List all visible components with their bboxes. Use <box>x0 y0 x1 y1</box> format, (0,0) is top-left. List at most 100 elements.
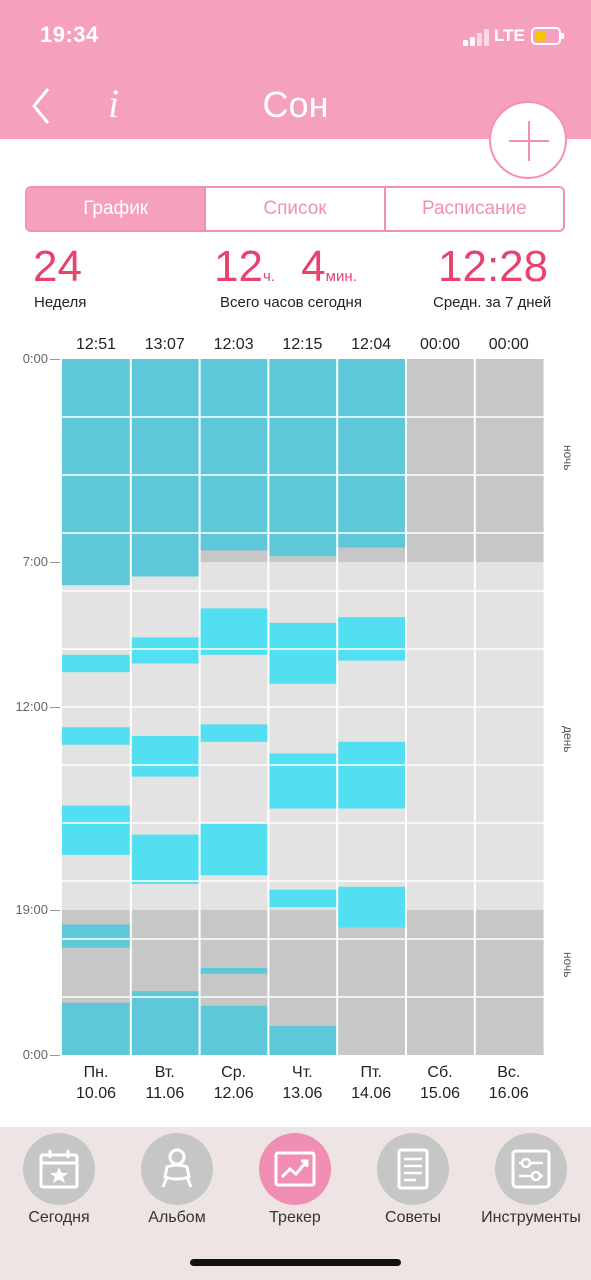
baby-icon <box>161 1148 193 1188</box>
back-icon[interactable] <box>30 86 58 126</box>
today-hours-unit: ч. <box>262 268 275 285</box>
y-tick-label: 12:00 <box>15 699 48 714</box>
view-tabs: График Список Расписание <box>25 186 565 232</box>
nav-today[interactable]: Сегодня <box>0 1133 118 1227</box>
sleep-bar <box>62 1002 131 1055</box>
signal-icon <box>463 28 491 46</box>
sleep-bar <box>268 622 338 684</box>
tab-schedule[interactable]: Расписание <box>383 188 563 230</box>
nav-tools-circle <box>495 1133 567 1205</box>
sleep-bar <box>268 889 338 908</box>
weekday-label: Пн. <box>83 1064 109 1081</box>
period-side-label: ночь <box>561 952 575 978</box>
battery-icon <box>531 27 564 45</box>
day-date-label: Сб. 15.06 <box>406 1062 474 1104</box>
sleep-bar <box>268 359 338 557</box>
network-label: LTE <box>494 26 525 45</box>
sleep-chart-plot <box>62 359 544 1055</box>
document-icon <box>397 1148 429 1190</box>
y-tick-mark <box>50 1055 60 1056</box>
sleep-bar <box>199 608 269 655</box>
nav-album-label: Альбом <box>148 1209 206 1226</box>
sleep-bar <box>62 359 131 586</box>
nav-today-label: Сегодня <box>28 1209 90 1226</box>
y-tick-mark <box>50 359 60 360</box>
sleep-bar <box>337 359 406 548</box>
nav-album[interactable]: Альбом <box>118 1133 236 1227</box>
status-time: 19:34 <box>40 22 99 47</box>
nav-tracker[interactable]: Трекер <box>236 1133 354 1227</box>
day-total-label: 00:00 <box>488 336 529 353</box>
night-background <box>474 359 544 562</box>
tab-list[interactable]: Список <box>204 188 384 230</box>
y-tick-label: 0:00 <box>22 1047 48 1062</box>
tab-graph[interactable]: График <box>27 188 205 230</box>
nav-today-circle <box>23 1133 95 1205</box>
nav-tools-label: Инструменты <box>481 1209 581 1226</box>
day-date-label: Пн. 10.06 <box>62 1062 130 1104</box>
date-label: 11.06 <box>145 1085 185 1102</box>
sleep-bar <box>199 1005 269 1055</box>
sleep-bar <box>199 359 269 551</box>
sleep-bar <box>130 359 200 577</box>
sleep-bar <box>130 736 200 777</box>
nav-tracker-label: Трекер <box>269 1209 321 1226</box>
sleep-bar <box>337 741 406 809</box>
nav-tips-circle <box>377 1133 449 1205</box>
day-background <box>474 562 544 910</box>
home-indicator <box>190 1259 401 1266</box>
sleep-bar <box>62 727 131 745</box>
sleep-bar <box>199 968 269 974</box>
day-background <box>337 562 406 910</box>
day-total-label: 12:04 <box>351 336 392 353</box>
night-background <box>474 910 544 1055</box>
day-date-label: Вт. 11.06 <box>131 1062 199 1104</box>
date-label: 16.06 <box>488 1085 529 1102</box>
night-background <box>337 910 406 1055</box>
calendar-star-icon <box>39 1150 79 1189</box>
sleep-bar <box>130 991 200 1055</box>
sleep-chart: 12:51 Пн. 10.06 13:07 Вт. 11.06 12:03 Ср. 12.06 1… <box>0 328 591 1118</box>
nav-tools[interactable]: Инструменты <box>472 1133 590 1227</box>
today-total: 12ч. 4мин. <box>214 242 357 292</box>
y-tick-label: 0:00 <box>22 351 48 366</box>
night-background <box>406 910 475 1055</box>
day-date-label: Ср. 12.06 <box>200 1062 268 1104</box>
y-tick-mark <box>50 562 60 563</box>
sleep-bar <box>62 924 131 948</box>
sleep-bar <box>199 823 269 876</box>
nav-album-circle <box>141 1133 213 1205</box>
add-button[interactable] <box>489 101 567 179</box>
today-label: Всего часов сегодня <box>220 294 362 311</box>
sleep-bar <box>268 1026 338 1055</box>
nav-tips[interactable]: Советы <box>354 1133 472 1227</box>
sleep-bar <box>199 724 269 742</box>
sleep-bar <box>130 637 200 664</box>
date-label: 10.06 <box>75 1085 117 1102</box>
settings-sliders-icon <box>511 1149 551 1189</box>
nav-tracker-circle <box>259 1133 331 1205</box>
date-label: 12.06 <box>213 1085 254 1102</box>
week-number: 24 <box>33 242 82 291</box>
day-total-label: 12:51 <box>75 336 117 353</box>
weekday-label: Чт. <box>292 1064 313 1081</box>
info-icon[interactable]: i <box>108 81 120 126</box>
day-total-label: 12:15 <box>282 336 323 353</box>
sleep-bar <box>337 617 406 661</box>
day-date-label: Вс. 16.06 <box>475 1062 543 1104</box>
day-total-label: 00:00 <box>419 336 461 353</box>
avg-value: 12:28 <box>438 242 549 291</box>
day-background <box>406 562 475 910</box>
y-tick-label: 19:00 <box>15 902 48 917</box>
weekday-label: Ср. <box>221 1064 247 1081</box>
period-side-label: день <box>561 725 575 753</box>
sleep-bar <box>62 654 131 673</box>
weekday-label: Пт. <box>360 1064 382 1081</box>
y-tick-label: 7:00 <box>22 554 48 569</box>
avg-label: Средн. за 7 дней <box>433 294 552 311</box>
day-date-label: Чт. 13.06 <box>268 1062 336 1104</box>
night-background <box>406 359 475 562</box>
y-tick-mark <box>50 910 60 911</box>
weekday-label: Сб. <box>427 1064 453 1081</box>
sleep-bar <box>268 753 338 809</box>
